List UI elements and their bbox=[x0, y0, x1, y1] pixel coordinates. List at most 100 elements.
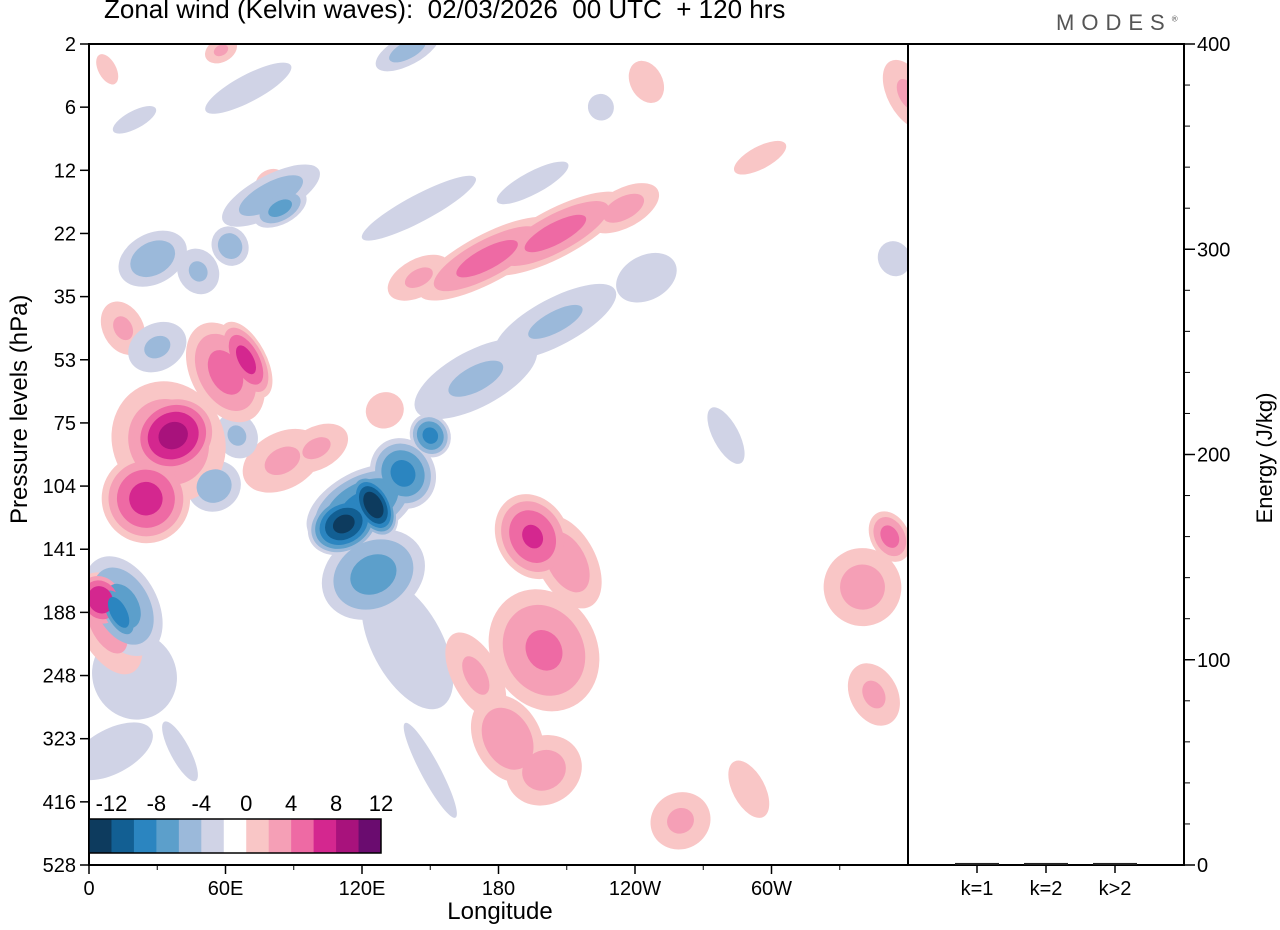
wind-contour bbox=[196, 469, 232, 503]
energy-tick-label: 0 bbox=[1197, 855, 1208, 877]
colorbar-swatch bbox=[246, 819, 270, 853]
colorbar-label: 0 bbox=[240, 791, 252, 816]
wind-contour bbox=[456, 239, 518, 278]
wind-contour bbox=[525, 629, 563, 671]
energy-cat-label: k=2 bbox=[1030, 878, 1063, 900]
wind-contour bbox=[227, 425, 247, 446]
wind-contour bbox=[158, 421, 188, 450]
y-axis-label: Pressure levels (hPa) bbox=[6, 294, 33, 524]
colorbar-label: -12 bbox=[96, 791, 128, 816]
wind-contour bbox=[130, 240, 176, 278]
wind-field bbox=[89, 44, 908, 850]
y-tick-label: 22 bbox=[54, 223, 76, 245]
x-tick-label: 180 bbox=[482, 878, 515, 900]
y-tick-label: 75 bbox=[54, 413, 76, 435]
y-tick-label: 35 bbox=[54, 287, 76, 309]
colorbar-label: 8 bbox=[330, 791, 342, 816]
energy-plot-frame bbox=[907, 43, 1185, 866]
wind-contour bbox=[522, 749, 566, 791]
colorbar-frame bbox=[88, 818, 382, 854]
wind-contour bbox=[880, 525, 900, 548]
wind-contour bbox=[481, 707, 534, 770]
wind-contour bbox=[205, 62, 292, 114]
y-tick-label: 141 bbox=[43, 539, 76, 561]
wind-contour bbox=[462, 656, 490, 695]
energy-bars: k=1 k=2 k>2 bbox=[955, 862, 1137, 900]
brand-text: MODES bbox=[1056, 10, 1172, 35]
wind-contour bbox=[882, 59, 908, 130]
wind-contour bbox=[422, 427, 439, 444]
colorbar-swatch bbox=[291, 819, 315, 853]
wind-contour bbox=[522, 524, 544, 549]
wind-contour bbox=[89, 586, 114, 614]
wind-contour bbox=[733, 140, 787, 175]
wind-contour bbox=[728, 760, 770, 818]
wind-contour bbox=[877, 241, 908, 277]
y-tick-label: 53 bbox=[54, 350, 76, 372]
x-tick-label: 0 bbox=[83, 878, 94, 900]
brand-mark: ® bbox=[1171, 14, 1178, 24]
wind-contour bbox=[129, 481, 163, 516]
wind-contour bbox=[107, 597, 130, 628]
colorbar-swatch bbox=[313, 819, 337, 853]
y-tick-label: 188 bbox=[43, 602, 76, 624]
energy-bar bbox=[955, 862, 999, 865]
colorbar-swatch bbox=[111, 819, 135, 853]
wind-contour bbox=[217, 233, 243, 260]
energy-tick-label: 300 bbox=[1197, 239, 1230, 261]
colorbar-label: 12 bbox=[369, 791, 393, 816]
x-axis-label: Longitude bbox=[447, 898, 553, 925]
x-tick-label: 60W bbox=[751, 878, 792, 900]
wind-contour bbox=[448, 360, 504, 397]
wind-contour bbox=[862, 680, 886, 709]
wind-contour bbox=[96, 54, 119, 85]
wind-contour bbox=[390, 460, 416, 487]
y-tick-label: 6 bbox=[65, 97, 76, 119]
wind-contour bbox=[332, 514, 355, 534]
y-tick-label: 12 bbox=[54, 160, 76, 182]
wind-contour bbox=[361, 175, 477, 241]
energy-axis: 0 100 200 300 400 bbox=[1184, 34, 1230, 877]
wind-contour bbox=[213, 44, 229, 57]
wind-contour bbox=[603, 193, 645, 223]
wind-contour bbox=[840, 564, 885, 610]
y-tick-label: 323 bbox=[43, 729, 76, 751]
wind-contour bbox=[302, 437, 331, 460]
wind-contour bbox=[350, 554, 397, 595]
chart-title: Zonal wind (Kelvin waves): 02/03/2026 00… bbox=[104, 0, 786, 24]
y-tick-label: 248 bbox=[43, 666, 76, 688]
colorbar-swatch bbox=[156, 819, 180, 853]
colorbar-swatch bbox=[336, 819, 360, 853]
x-tick-label: 60E bbox=[208, 878, 244, 900]
energy-axis-label: Energy (J/kg) bbox=[1252, 392, 1277, 524]
colorbar-swatch bbox=[133, 819, 157, 853]
wind-contour bbox=[528, 304, 583, 339]
wind-contour bbox=[587, 93, 614, 121]
y-tick-label: 528 bbox=[43, 855, 76, 877]
wind-contour bbox=[238, 175, 304, 216]
y-tick-label: 104 bbox=[43, 476, 76, 498]
wind-contour bbox=[628, 60, 665, 103]
energy-cat-label: k>2 bbox=[1099, 878, 1132, 900]
wind-contour bbox=[404, 267, 433, 288]
energy-tick-label: 100 bbox=[1197, 650, 1230, 672]
wind-contour bbox=[365, 392, 404, 429]
wind-contour bbox=[112, 106, 157, 134]
wind-contour bbox=[113, 316, 134, 341]
wind-contour bbox=[188, 261, 208, 282]
wind-contour bbox=[403, 722, 457, 818]
colorbar-label: -4 bbox=[192, 791, 212, 816]
wind-contour bbox=[707, 407, 745, 464]
wind-contour bbox=[235, 345, 257, 375]
wind-contour bbox=[496, 161, 569, 205]
energy-tick-label: 200 bbox=[1197, 445, 1230, 467]
x-tick-label: 120W bbox=[609, 878, 661, 900]
energy-bar bbox=[1093, 862, 1137, 865]
wind-contour bbox=[667, 807, 694, 834]
colorbar-label: -8 bbox=[147, 791, 167, 816]
colorbar-swatch bbox=[178, 819, 202, 853]
wind-contour bbox=[144, 335, 171, 359]
energy-tick-label: 400 bbox=[1197, 34, 1230, 56]
wind-contour bbox=[162, 721, 198, 782]
